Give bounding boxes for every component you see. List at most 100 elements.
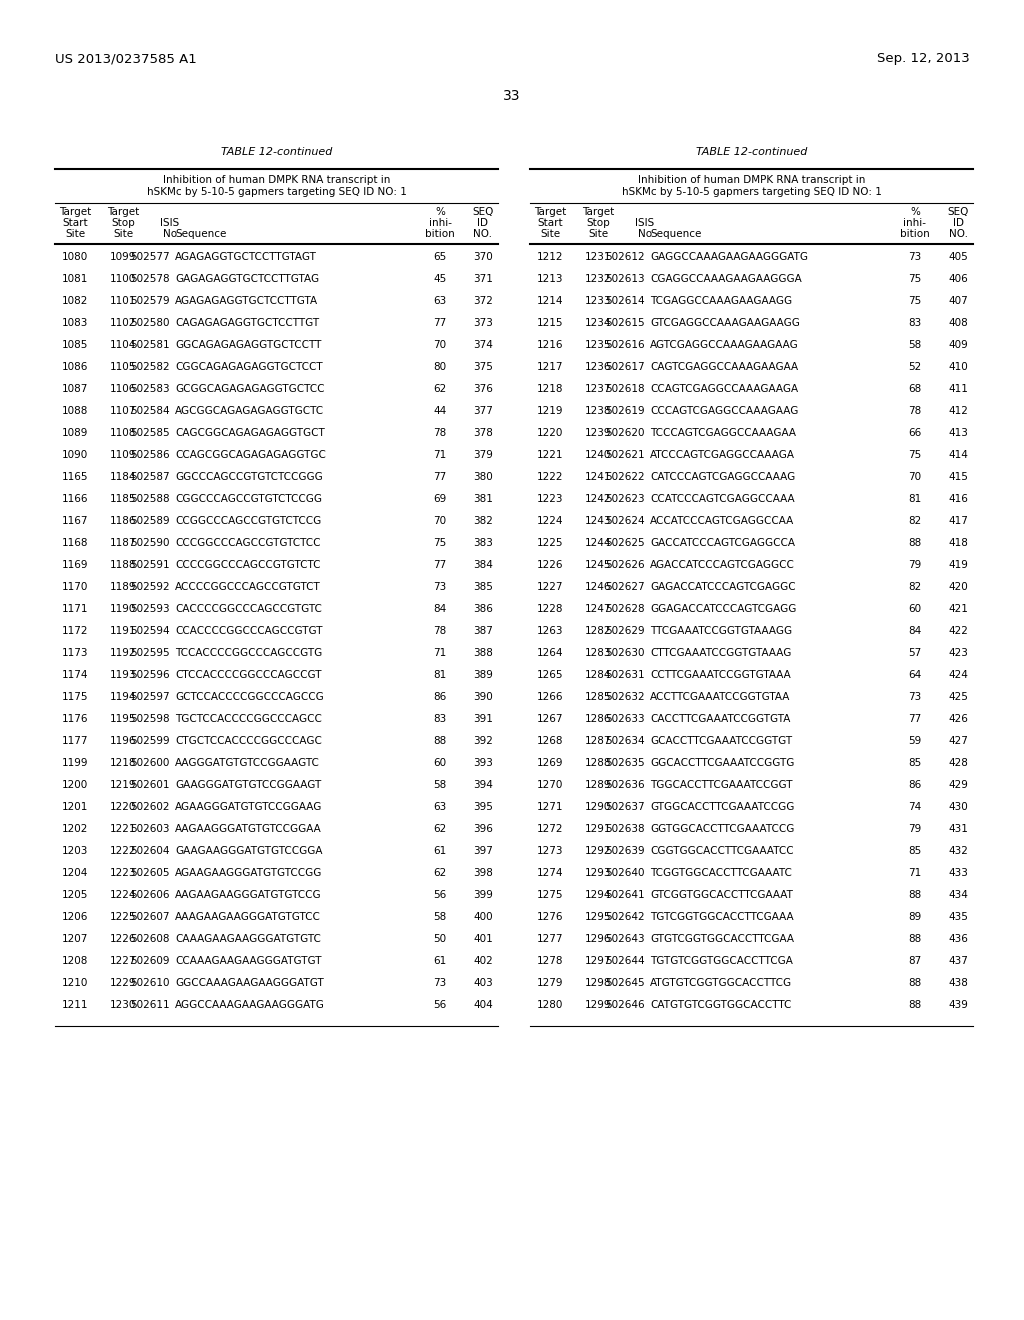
Text: 409: 409 [948, 341, 968, 350]
Text: 379: 379 [473, 450, 493, 459]
Text: 1266: 1266 [537, 692, 563, 702]
Text: 502591: 502591 [130, 560, 170, 570]
Text: 56: 56 [433, 1001, 446, 1010]
Text: 502645: 502645 [605, 978, 645, 987]
Text: 434: 434 [948, 890, 968, 900]
Text: inhi-: inhi- [903, 218, 927, 228]
Text: 422: 422 [948, 626, 968, 636]
Text: 63: 63 [433, 803, 446, 812]
Text: 1086: 1086 [61, 362, 88, 372]
Text: 73: 73 [908, 692, 922, 702]
Text: 435: 435 [948, 912, 968, 921]
Text: TGTCGGTGGCACCTTCGAAA: TGTCGGTGGCACCTTCGAAA [650, 912, 794, 921]
Text: 71: 71 [433, 450, 446, 459]
Text: 1189: 1189 [110, 582, 136, 591]
Text: 502638: 502638 [605, 824, 645, 834]
Text: 1195: 1195 [110, 714, 136, 723]
Text: 1219: 1219 [110, 780, 136, 789]
Text: AAGAAGAAGGGATGTGTCCG: AAGAAGAAGGGATGTGTCCG [175, 890, 322, 900]
Text: 502585: 502585 [130, 428, 170, 438]
Text: 502603: 502603 [130, 824, 170, 834]
Text: 78: 78 [908, 407, 922, 416]
Text: 1089: 1089 [61, 428, 88, 438]
Text: ID: ID [952, 218, 964, 228]
Text: 62: 62 [433, 869, 446, 878]
Text: 1224: 1224 [537, 516, 563, 525]
Text: Site: Site [540, 228, 560, 239]
Text: 502589: 502589 [130, 516, 170, 525]
Text: 502646: 502646 [605, 1001, 645, 1010]
Text: 1245: 1245 [585, 560, 611, 570]
Text: 502601: 502601 [130, 780, 170, 789]
Text: GGCAGAGAGAGGTGCTCCTT: GGCAGAGAGAGGTGCTCCTT [175, 341, 322, 350]
Text: Sequence: Sequence [650, 228, 701, 239]
Text: 377: 377 [473, 407, 493, 416]
Text: 502644: 502644 [605, 956, 645, 966]
Text: 1174: 1174 [61, 671, 88, 680]
Text: 83: 83 [908, 318, 922, 327]
Text: 502581: 502581 [130, 341, 170, 350]
Text: 1218: 1218 [110, 758, 136, 768]
Text: 502604: 502604 [130, 846, 170, 855]
Text: 407: 407 [948, 296, 968, 306]
Text: 61: 61 [433, 956, 446, 966]
Text: 86: 86 [433, 692, 446, 702]
Text: 78: 78 [433, 428, 446, 438]
Text: AGAGAGAGGTGCTCCTTGTA: AGAGAGAGGTGCTCCTTGTA [175, 296, 318, 306]
Text: 87: 87 [908, 956, 922, 966]
Text: 397: 397 [473, 846, 493, 855]
Text: 1196: 1196 [110, 737, 136, 746]
Text: 1263: 1263 [537, 626, 563, 636]
Text: CAGCGGCAGAGAGAGGTGCT: CAGCGGCAGAGAGAGGTGCT [175, 428, 325, 438]
Text: 1203: 1203 [61, 846, 88, 855]
Text: 502641: 502641 [605, 890, 645, 900]
Text: AAGAAGGGATGTGTCCGGAA: AAGAAGGGATGTGTCCGGAA [175, 824, 322, 834]
Text: 1223: 1223 [110, 869, 136, 878]
Text: 1088: 1088 [61, 407, 88, 416]
Text: 1236: 1236 [585, 362, 611, 372]
Text: 502635: 502635 [605, 758, 645, 768]
Text: 389: 389 [473, 671, 493, 680]
Text: 502630: 502630 [605, 648, 645, 657]
Text: 1105: 1105 [110, 362, 136, 372]
Text: %: % [910, 207, 920, 216]
Text: CGAGGCCAAAGAAGAAGGGA: CGAGGCCAAAGAAGAAGGGA [650, 275, 802, 284]
Text: 1166: 1166 [61, 494, 88, 504]
Text: 1234: 1234 [585, 318, 611, 327]
Text: 1295: 1295 [585, 912, 611, 921]
Text: 502600: 502600 [131, 758, 170, 768]
Text: 502596: 502596 [130, 671, 170, 680]
Text: Target: Target [582, 207, 614, 216]
Text: 502621: 502621 [605, 450, 645, 459]
Text: 502632: 502632 [605, 692, 645, 702]
Text: ACCTTCGAAATCCGGTGTAA: ACCTTCGAAATCCGGTGTAA [650, 692, 791, 702]
Text: 1187: 1187 [110, 539, 136, 548]
Text: CCTTCGAAATCCGGTGTAAA: CCTTCGAAATCCGGTGTAAA [650, 671, 791, 680]
Text: 1279: 1279 [537, 978, 563, 987]
Text: 1241: 1241 [585, 473, 611, 482]
Text: 70: 70 [433, 341, 446, 350]
Text: ID: ID [477, 218, 488, 228]
Text: 391: 391 [473, 714, 493, 723]
Text: 1215: 1215 [537, 318, 563, 327]
Text: Stop: Stop [586, 218, 610, 228]
Text: 50: 50 [433, 935, 446, 944]
Text: 1228: 1228 [537, 605, 563, 614]
Text: 502624: 502624 [605, 516, 645, 525]
Text: 59: 59 [908, 737, 922, 746]
Text: 86: 86 [908, 780, 922, 789]
Text: GAAGAAGGGATGTGTCCGGA: GAAGAAGGGATGTGTCCGGA [175, 846, 323, 855]
Text: hSKMc by 5-10-5 gapmers targeting SEQ ID NO: 1: hSKMc by 5-10-5 gapmers targeting SEQ ID… [146, 187, 407, 197]
Text: 1221: 1221 [110, 824, 136, 834]
Text: 71: 71 [433, 648, 446, 657]
Text: 405: 405 [948, 252, 968, 261]
Text: 416: 416 [948, 494, 968, 504]
Text: 85: 85 [908, 758, 922, 768]
Text: 81: 81 [908, 494, 922, 504]
Text: 395: 395 [473, 803, 493, 812]
Text: 1269: 1269 [537, 758, 563, 768]
Text: 75: 75 [908, 275, 922, 284]
Text: CACCTTCGAAATCCGGTGTA: CACCTTCGAAATCCGGTGTA [650, 714, 791, 723]
Text: 70: 70 [908, 473, 922, 482]
Text: 1290: 1290 [585, 803, 611, 812]
